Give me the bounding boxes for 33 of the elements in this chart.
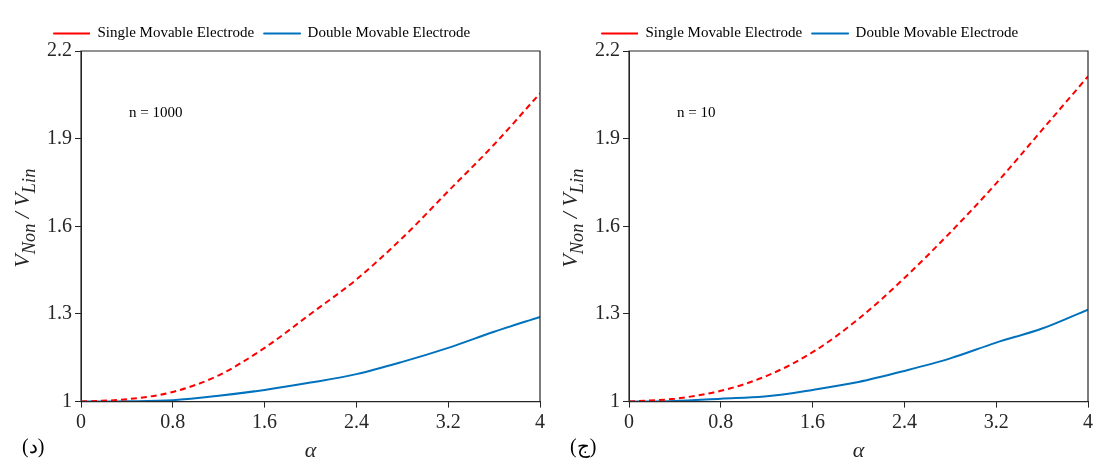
y-tick-label: 1.9 (595, 125, 620, 148)
x-tick-label: 0.8 (708, 409, 734, 432)
x-axis-title: α (852, 436, 865, 462)
legend-label: Double Movable Electrode (855, 24, 1019, 41)
y-tick-label: 1.6 (595, 213, 620, 236)
text: (ج) (570, 434, 597, 458)
legend-label: Single Movable Electrode (97, 24, 255, 41)
x-tick-label: 4 (1083, 409, 1093, 432)
y-tick-label: 1 (62, 388, 72, 411)
x-tick-label: 4 (535, 409, 545, 432)
x-tick-label: 2.4 (891, 409, 917, 432)
x-axis-title: α (304, 436, 317, 462)
x-tick-label: 0.8 (160, 409, 186, 432)
x-tick-label: 0 (76, 409, 86, 432)
line-series (629, 75, 1088, 402)
y-tick-label: 1 (610, 388, 620, 411)
y-tick-label: 1.6 (47, 213, 72, 236)
x-tick-label: 3.2 (435, 409, 461, 432)
x-tick-label: 2.4 (343, 409, 369, 432)
y-tick-label: 1.3 (47, 301, 72, 324)
x-tick-label: 3.2 (983, 409, 1009, 432)
legend-label: Double Movable Electrode (307, 24, 471, 41)
y-tick-label: 2.2 (47, 38, 72, 61)
annotation: n = 10 (677, 103, 716, 120)
annotation: n = 1000 (129, 103, 183, 120)
y-tick-label: 2.2 (595, 38, 620, 61)
x-tick-label: 0 (624, 409, 634, 432)
x-tick-label: 1.6 (800, 409, 826, 432)
y-tick-label: 1.3 (595, 301, 620, 324)
x-tick-label: 1.6 (252, 409, 278, 432)
legend-label: Single Movable Electrode (645, 24, 803, 41)
y-tick-label: 1.9 (47, 125, 72, 148)
text: (د) (22, 434, 45, 458)
